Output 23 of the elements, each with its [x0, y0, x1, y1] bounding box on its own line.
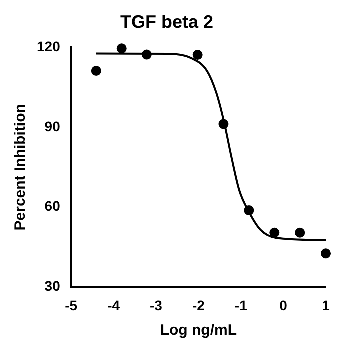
y-tick-label: 30 — [44, 278, 61, 294]
x-tick-label: -4 — [108, 297, 120, 314]
y-axis-title: Percent Inhibition — [12, 104, 30, 231]
x-tick-label: 0 — [280, 297, 288, 314]
x-tick-label: 1 — [322, 297, 330, 314]
y-tick-label: 120 — [37, 38, 61, 54]
chart-title: TGF beta 2 — [120, 12, 214, 32]
point — [142, 50, 152, 60]
point — [270, 228, 280, 238]
point — [321, 248, 331, 259]
point — [91, 66, 102, 76]
point — [244, 206, 254, 216]
point — [218, 119, 229, 130]
x-tick-label: -1 — [234, 297, 248, 314]
y-tick-label: 90 — [44, 118, 61, 134]
y-tick-label: 60 — [44, 198, 61, 214]
x-tick-label: -3 — [150, 297, 163, 314]
point — [295, 228, 306, 238]
point — [116, 44, 127, 54]
point — [192, 50, 203, 60]
x-axis-title: Log ng/mL — [160, 322, 238, 340]
x-tick-label: -5 — [65, 297, 78, 314]
x-tick-label: -2 — [192, 297, 206, 314]
